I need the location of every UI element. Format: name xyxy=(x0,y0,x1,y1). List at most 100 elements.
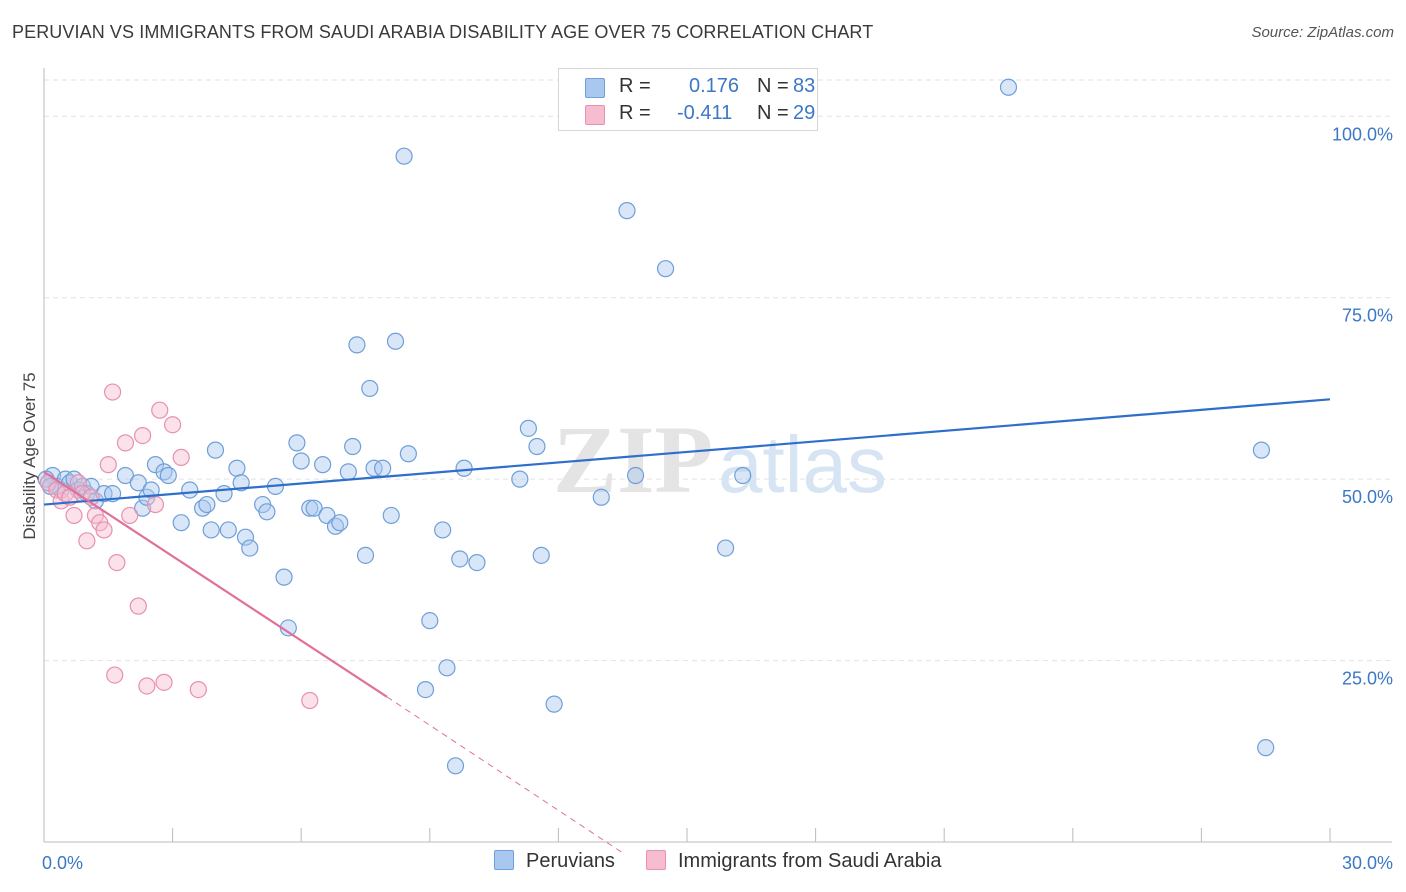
peruvians-point xyxy=(181,481,199,499)
peruvians-point xyxy=(468,553,486,572)
peruvians-point xyxy=(228,459,246,477)
x-tick-label-max: 30.0% xyxy=(1342,853,1393,873)
peruvians-point xyxy=(999,78,1018,96)
peruvians-point xyxy=(438,659,456,677)
legend-n-value: 83 xyxy=(793,75,816,97)
legend-n-label: N = xyxy=(757,102,789,124)
chart-title: PERUVIAN VS IMMIGRANTS FROM SAUDI ARABIA… xyxy=(12,22,874,42)
peruvians-point xyxy=(734,466,752,485)
y-tick-label: 25.0% xyxy=(1342,669,1393,689)
peruvians-point xyxy=(519,419,537,437)
saudi-point xyxy=(106,666,124,684)
peruvians-point xyxy=(716,539,735,557)
saudi-point xyxy=(172,448,190,466)
peruvians-point xyxy=(314,456,332,474)
peruvians-point xyxy=(656,260,675,278)
saudi-point xyxy=(164,416,182,434)
legend-r-label: R = xyxy=(619,75,651,97)
bottom-legend-swatch-pink xyxy=(646,850,666,870)
peruvians-point xyxy=(331,514,349,532)
peruvians-point xyxy=(116,466,135,485)
peruvians-point xyxy=(395,147,413,165)
peruvians-point xyxy=(421,612,439,630)
peruvians-point xyxy=(399,445,417,463)
saudi-point xyxy=(301,691,319,710)
saudi-point xyxy=(69,474,87,492)
peruvians-point xyxy=(1252,441,1271,459)
peruvians-point xyxy=(305,499,323,517)
saudi-point xyxy=(99,456,117,474)
peruvians-point xyxy=(455,459,473,477)
bottom-legend-label: Immigrants from Saudi Arabia xyxy=(678,850,942,872)
bottom-legend-swatch-blue xyxy=(494,850,514,870)
peruvians-point xyxy=(416,680,435,699)
peruvians-point xyxy=(528,437,546,456)
saudi-point xyxy=(121,506,139,525)
x-tick-label-min: 0.0% xyxy=(42,853,83,873)
saudi-point xyxy=(116,434,135,452)
saudi-point xyxy=(103,383,122,401)
legend-n-label: N = xyxy=(757,75,789,97)
peruvians-point xyxy=(172,514,190,532)
legend-swatch-blue xyxy=(585,78,605,98)
peruvians-point xyxy=(434,521,452,539)
saudi-point xyxy=(155,673,173,691)
saudi-point xyxy=(95,521,113,539)
peruvians-point xyxy=(344,437,362,456)
watermark-zip: ZIP xyxy=(553,406,713,513)
legend-n-value: 29 xyxy=(793,102,816,124)
peruvians-point xyxy=(288,434,306,452)
peruvians-point xyxy=(361,379,379,398)
peruvians-point xyxy=(275,568,293,586)
peruvians-point xyxy=(356,546,375,564)
peruvians-point xyxy=(202,521,220,539)
peruvians-point xyxy=(545,695,563,713)
watermark-atlas: atlas xyxy=(718,420,887,509)
peruvians-point xyxy=(133,499,152,517)
peruvians-trend-line xyxy=(43,398,1331,506)
peruvians-point xyxy=(618,202,636,220)
saudi-point xyxy=(189,680,207,699)
saudi-point xyxy=(151,401,169,419)
saudi-point xyxy=(129,597,147,615)
peruvians-point xyxy=(129,474,147,492)
peruvians-point xyxy=(339,463,357,481)
peruvians-point xyxy=(1257,739,1275,757)
series-peruvians-points xyxy=(37,78,1275,775)
saudi-point xyxy=(78,532,96,550)
peruvians-point xyxy=(626,466,645,485)
peruvians-point xyxy=(258,503,276,521)
bottom-legend-saudi: Immigrants from Saudi Arabia xyxy=(646,850,941,873)
peruvians-point xyxy=(206,441,225,459)
saudi-trend-line xyxy=(43,470,388,698)
peruvians-point xyxy=(219,521,237,539)
stats-legend: R = 0.176 N = 83 R = -0.411 N = 29 xyxy=(558,68,818,131)
peruvians-point xyxy=(292,452,310,470)
tick-labels: 25.0% 50.0% 75.0% 100.0% 0.0% 30.0% xyxy=(42,124,1393,873)
saudi-point xyxy=(146,495,165,514)
y-tick-label: 50.0% xyxy=(1342,487,1393,507)
peruvians-point xyxy=(382,506,400,525)
bottom-legend-label: Peruvians xyxy=(526,850,615,872)
legend-r-value: -0.411 xyxy=(677,102,733,124)
peruvians-point xyxy=(241,539,259,557)
peruvians-point xyxy=(374,459,392,477)
peruvians-point xyxy=(215,485,233,503)
trend-lines xyxy=(43,398,1331,854)
y-tick-label: 75.0% xyxy=(1342,306,1393,326)
saudi-point xyxy=(48,481,66,499)
gridlines xyxy=(44,79,1392,662)
peruvians-point xyxy=(532,546,550,564)
legend-swatch-pink xyxy=(585,105,605,125)
peruvians-point xyxy=(232,474,250,492)
saudi-point xyxy=(108,553,126,572)
saudi-trend-extension xyxy=(386,696,623,854)
peruvians-point xyxy=(198,495,216,514)
bottom-legend-peruvians: Peruvians xyxy=(494,850,615,873)
source-credit: Source: ZipAtlas.com xyxy=(1251,24,1394,41)
y-tick-label: 100.0% xyxy=(1332,124,1393,144)
y-axis-label: Disability Age Over 75 xyxy=(20,372,39,539)
peruvians-point xyxy=(236,528,255,546)
peruvians-point xyxy=(301,499,319,517)
peruvians-point xyxy=(159,466,177,485)
